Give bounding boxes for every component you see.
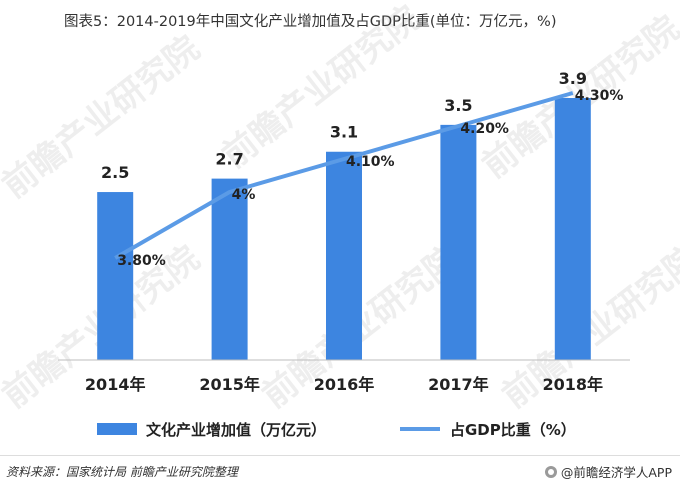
line-value-label: 4% — [232, 187, 256, 203]
labels-layer: 2.5 2.7 3.1 3.5 3.9 3.80% 4% 4.10% 4.20% 4.30% — [101, 69, 623, 269]
legend-bar-swatch — [97, 423, 137, 435]
bar-2 — [211, 178, 248, 360]
chart-canvas: 2.5 2.7 3.1 3.5 3.9 3.80% 4% 4.10% 4.20% 4.30% 20… — [58, 69, 630, 439]
source-note: 资料来源：国家统计局 前瞻产业研究院整理 — [6, 465, 238, 479]
line-value-label: 3.80% — [117, 253, 166, 269]
line-value-label: 4.30% — [575, 88, 624, 104]
x-tick-label: 2018年 — [543, 375, 604, 394]
bar-value-label: 2.5 — [101, 163, 129, 182]
x-tick-label: 2016年 — [314, 375, 375, 394]
brand-logo-icon — [544, 465, 557, 478]
bar-value-label: 3.5 — [444, 96, 472, 115]
brand-label: @前瞻经济学人APP — [560, 465, 672, 480]
line-layer — [114, 91, 574, 260]
line-value-label: 4.10% — [346, 154, 395, 170]
bar-3 — [326, 151, 362, 360]
bar-1 — [97, 192, 134, 360]
x-tick-label: 2014年 — [85, 375, 146, 394]
legend-bar-label: 文化产业增加值（万亿元） — [146, 421, 326, 439]
x-tick-label: 2017年 — [428, 375, 489, 394]
legend-line-label: 占GDP比重（%） — [450, 421, 576, 439]
brand-credit: @前瞻经济学人APP — [544, 462, 672, 481]
bar-value-label: 2.7 — [215, 150, 243, 169]
ticks-layer: 2014年 2015年 2016年 2017年 2018年 — [85, 375, 603, 394]
bar-value-label: 3.9 — [559, 69, 587, 88]
bars-layer — [97, 98, 591, 360]
bar-value-label: 3.1 — [330, 123, 358, 142]
footer-divider — [0, 455, 680, 456]
chart-title: 图表5：2014-2019年中国文化产业增加值及占GDP比重(单位：万亿元，%) — [64, 14, 557, 30]
legend: 文化产业增加值（万亿元） 占GDP比重（%） — [97, 421, 576, 439]
line-value-label: 4.20% — [460, 121, 509, 137]
bar-5 — [554, 98, 591, 360]
x-tick-label: 2015年 — [199, 375, 260, 394]
bar-4 — [440, 124, 477, 360]
